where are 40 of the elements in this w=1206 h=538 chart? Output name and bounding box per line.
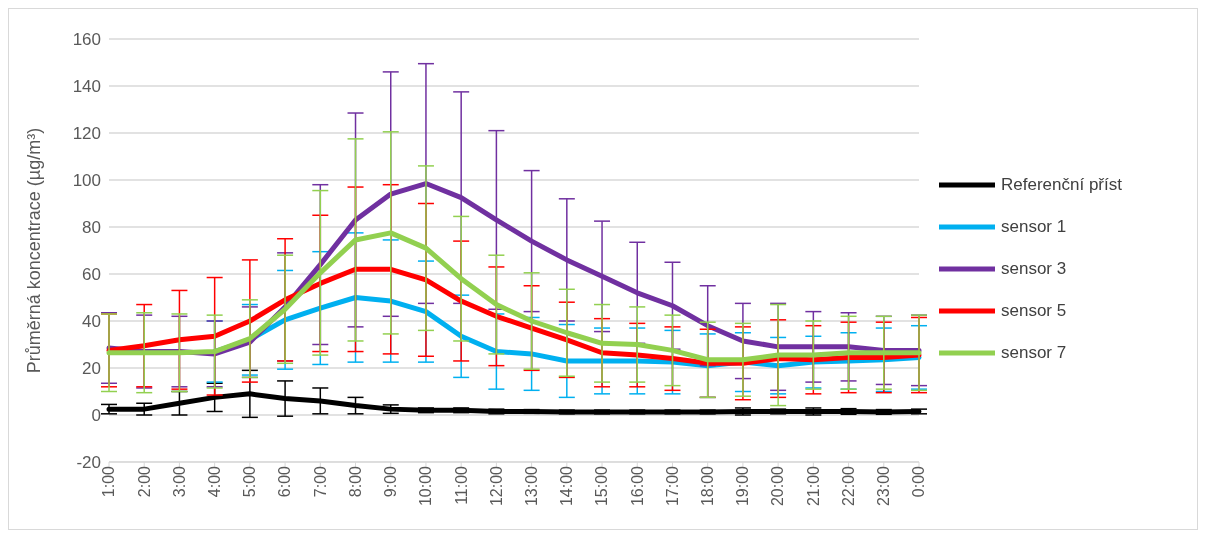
x-tick-label: 19:00 bbox=[734, 465, 752, 507]
x-tick-label: 1:00 bbox=[100, 465, 118, 498]
legend-label: sensor 1 bbox=[1001, 217, 1067, 237]
x-tick-label: 10:00 bbox=[417, 465, 435, 507]
x-tick-label: 20:00 bbox=[769, 465, 787, 507]
y-tick-label: 80 bbox=[82, 218, 101, 238]
x-tick-label: 0:00 bbox=[910, 465, 928, 498]
x-tick-label: 13:00 bbox=[522, 465, 540, 507]
y-tick-label: 40 bbox=[82, 312, 101, 332]
y-axis-title: Průměrná koncentrace (µg/m³) bbox=[24, 127, 45, 374]
legend-label: sensor 5 bbox=[1001, 301, 1067, 321]
y-tick-label: 100 bbox=[72, 171, 101, 191]
x-tick-label: 18:00 bbox=[699, 465, 717, 507]
y-tick-label: 120 bbox=[72, 124, 101, 144]
y-tick-label: 160 bbox=[72, 30, 101, 50]
x-tick-label: 5:00 bbox=[241, 465, 259, 498]
x-tick-label: 8:00 bbox=[346, 465, 364, 498]
legend-label: sensor 3 bbox=[1001, 259, 1067, 279]
y-tick-label: 0 bbox=[91, 406, 101, 426]
x-tick-label: 11:00 bbox=[452, 465, 470, 505]
legend-label: sensor 7 bbox=[1001, 343, 1067, 363]
x-tick-label: 2:00 bbox=[135, 465, 153, 498]
x-tick-label: 17:00 bbox=[663, 465, 681, 507]
x-tick-label: 3:00 bbox=[170, 465, 188, 498]
x-tick-label: 14:00 bbox=[558, 465, 576, 507]
x-tick-label: 4:00 bbox=[206, 465, 224, 498]
x-tick-label: 16:00 bbox=[628, 465, 646, 507]
x-tick-label: 15:00 bbox=[593, 465, 611, 507]
y-tick-label: 140 bbox=[72, 77, 101, 97]
x-tick-label: 7:00 bbox=[311, 465, 329, 498]
x-tick-label: 22:00 bbox=[839, 465, 857, 507]
y-tick-label: -20 bbox=[76, 453, 101, 473]
x-tick-label: 9:00 bbox=[382, 465, 400, 498]
x-tick-label: 23:00 bbox=[875, 465, 893, 507]
x-tick-label: 6:00 bbox=[276, 465, 294, 498]
y-tick-label: 60 bbox=[82, 265, 101, 285]
y-tick-label: 20 bbox=[82, 359, 101, 379]
x-tick-label: 21:00 bbox=[804, 465, 822, 507]
legend-label: Referenční příst bbox=[1001, 175, 1122, 195]
x-tick-label: 12:00 bbox=[487, 465, 505, 507]
